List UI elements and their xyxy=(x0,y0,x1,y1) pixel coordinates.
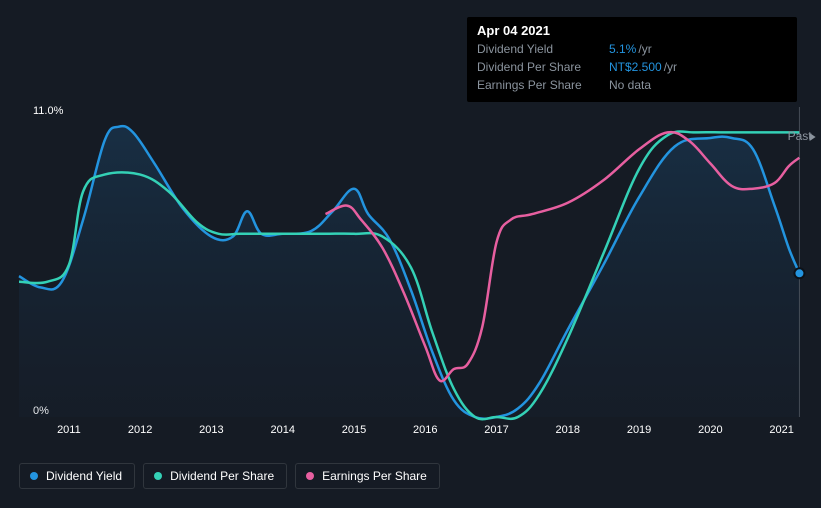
tooltip-row-dividend-yield: Dividend Yield 5.1% /yr xyxy=(477,40,787,58)
legend-label: Dividend Per Share xyxy=(170,469,274,483)
x-axis-tick: 2014 xyxy=(270,424,294,436)
x-axis-tick: 2012 xyxy=(128,424,152,436)
chart-svg xyxy=(19,107,803,417)
chart-tooltip: Apr 04 2021 Dividend Yield 5.1% /yr Divi… xyxy=(467,17,797,102)
tooltip-row-dps: Dividend Per Share NT$2.500 /yr xyxy=(477,58,787,76)
tooltip-date: Apr 04 2021 xyxy=(477,23,787,38)
x-axis-tick: 2020 xyxy=(698,424,722,436)
tooltip-row-eps: Earnings Per Share No data xyxy=(477,76,787,94)
x-axis-tick: 2018 xyxy=(556,424,580,436)
tooltip-label: Dividend Yield xyxy=(477,40,609,58)
legend-dot xyxy=(306,472,314,480)
x-axis-tick: 2019 xyxy=(627,424,651,436)
legend-item-eps[interactable]: Earnings Per Share xyxy=(295,463,440,489)
chart-legend: Dividend Yield Dividend Per Share Earnin… xyxy=(19,463,440,489)
x-axis-tick: 2013 xyxy=(199,424,223,436)
x-axis-tick: 2017 xyxy=(484,424,508,436)
chart-plot-area[interactable]: 11.0% 0% Past xyxy=(19,107,803,442)
x-axis-tick: 2011 xyxy=(57,424,81,436)
legend-dot xyxy=(30,472,38,480)
x-axis-tick: 2021 xyxy=(769,424,793,436)
legend-label: Dividend Yield xyxy=(46,469,122,483)
legend-dot xyxy=(154,472,162,480)
legend-item-dividend-yield[interactable]: Dividend Yield xyxy=(19,463,135,489)
tooltip-nodata: No data xyxy=(609,76,651,94)
tooltip-unit: /yr xyxy=(638,40,651,58)
past-marker-label: Past xyxy=(788,129,812,143)
x-axis-tick: 2015 xyxy=(342,424,366,436)
tooltip-label: Dividend Per Share xyxy=(477,58,609,76)
tooltip-unit: /yr xyxy=(664,58,677,76)
legend-label: Earnings Per Share xyxy=(322,469,427,483)
tooltip-value: 5.1% xyxy=(609,40,636,58)
legend-item-dps[interactable]: Dividend Per Share xyxy=(143,463,287,489)
x-axis-tick: 2016 xyxy=(413,424,437,436)
tooltip-value: NT$2.500 xyxy=(609,58,662,76)
tooltip-label: Earnings Per Share xyxy=(477,76,609,94)
x-axis: 2011 2012 2013 2014 2015 2016 2017 2018 2019 2020… xyxy=(19,424,803,444)
